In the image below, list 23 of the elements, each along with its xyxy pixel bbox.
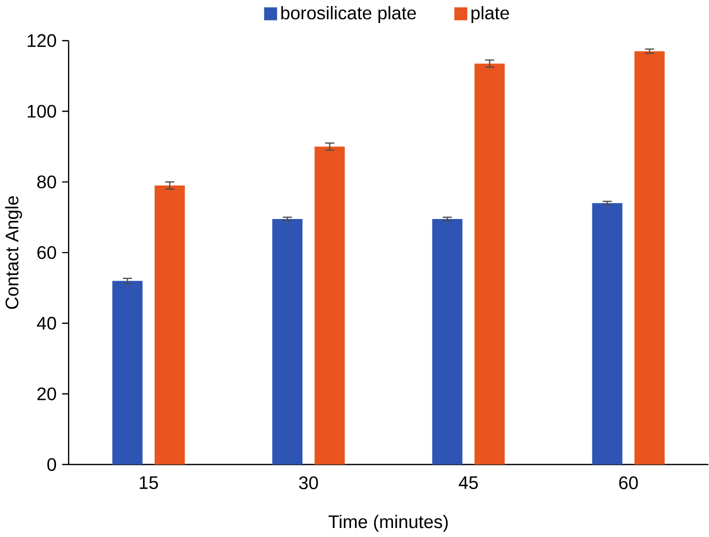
bar	[112, 280, 143, 465]
legend-label: borosilicate plate	[281, 6, 416, 24]
x-tick-label: 60	[619, 476, 638, 490]
bar	[432, 219, 462, 465]
x-tick-label: 30	[299, 476, 318, 490]
bar	[272, 219, 302, 465]
y-tick-label: 100	[28, 104, 56, 118]
bar	[314, 146, 345, 465]
y-tick-label: 120	[28, 34, 56, 48]
x-tick-label: 15	[140, 476, 158, 490]
bar	[592, 203, 622, 465]
y-tick-label: 40	[36, 316, 56, 330]
y-axis-title: Contact Angle	[5, 196, 22, 309]
bar	[634, 51, 665, 465]
y-tick-label: 80	[37, 176, 56, 188]
y-tick-label: 60	[37, 246, 56, 260]
legend-label: plate	[471, 6, 509, 24]
y-tick-label: 20	[37, 388, 56, 400]
x-tick-label: 45	[458, 476, 478, 490]
bar	[474, 64, 505, 465]
bar	[154, 186, 185, 465]
y-tick-label: 0	[47, 458, 56, 472]
x-axis-title: Time (minutes)	[328, 514, 448, 532]
